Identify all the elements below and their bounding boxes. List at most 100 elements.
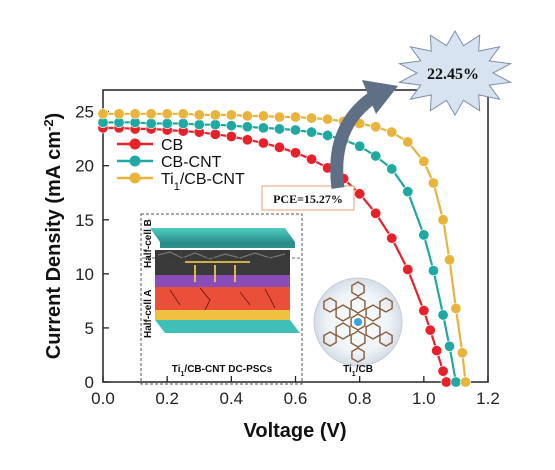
legend-item-ti1-cb-cnt: Ti1/CB-CNT: [117, 171, 245, 193]
inset-substrate-bottom: [155, 320, 300, 333]
data-point: [193, 109, 205, 121]
data-point: [424, 324, 436, 336]
data-point: [273, 141, 285, 153]
data-point: [209, 119, 221, 131]
data-point: [418, 305, 430, 317]
molecule-ring: [379, 297, 393, 313]
data-point: [386, 163, 398, 175]
ti-atom: [354, 318, 362, 326]
data-point: [440, 376, 452, 388]
x-tick-label: 0.8: [348, 389, 372, 408]
inset-frame: [140, 213, 303, 385]
data-point: [225, 131, 237, 143]
data-point: [460, 376, 472, 388]
y-tick-label: 20: [75, 157, 94, 176]
data-point: [370, 207, 382, 219]
y-axis-ticks: 0 5 10 15 20 25: [75, 103, 109, 392]
data-point: [370, 121, 382, 133]
data-point: [306, 126, 318, 138]
x-tick-label: 0.2: [155, 389, 179, 408]
data-point: [402, 136, 414, 148]
y-tick-label: 10: [75, 265, 94, 284]
data-point: [209, 128, 221, 140]
arrow-shaft: [330, 92, 376, 189]
half-cell-a-label: Half-cell A: [143, 289, 154, 338]
arrow-head: [362, 80, 398, 114]
legend-item-cb-cnt: CB-CNT: [117, 154, 222, 171]
x-axis-title: Voltage (V): [244, 420, 347, 442]
molecule-ring: [350, 296, 366, 314]
y-tick-label: 5: [85, 319, 94, 338]
data-point: [177, 118, 189, 130]
inset-top-substrate-edge: [160, 242, 295, 248]
data-point: [386, 126, 398, 138]
legend: CB CB-CNT Ti1/CB-CNT: [117, 137, 245, 193]
data-point: [209, 109, 221, 121]
data-point: [322, 129, 334, 141]
legend-swatch-marker: [129, 172, 141, 184]
series-layer: [97, 108, 472, 388]
half-cell-b-label: Half-cell B: [143, 219, 154, 268]
data-point: [257, 110, 269, 122]
molecule-ring: [351, 281, 365, 297]
data-point: [443, 254, 455, 266]
data-point: [241, 134, 253, 146]
x-tick-label: 1.0: [412, 389, 436, 408]
data-point: [161, 108, 173, 120]
data-point: [322, 113, 334, 125]
data-point: [306, 153, 318, 165]
molecule-ring: [350, 313, 366, 331]
inset-carbon-texture: [157, 251, 286, 260]
legend-swatch-marker: [129, 155, 141, 167]
data-point: [354, 188, 366, 200]
x-tick-label: 0.4: [220, 389, 244, 408]
molecule-ring: [379, 331, 393, 347]
data-point: [306, 112, 318, 124]
data-point: [225, 109, 237, 121]
molecule-ring: [323, 297, 337, 313]
data-point: [113, 108, 125, 120]
x-tick-label: 0.6: [284, 389, 308, 408]
legend-label-cb-cnt: CB-CNT: [161, 154, 222, 171]
data-point: [386, 232, 398, 244]
data-point: [273, 123, 285, 135]
data-point: [193, 119, 205, 131]
data-point: [161, 118, 173, 130]
data-point: [418, 155, 430, 167]
data-point: [145, 118, 157, 130]
data-point: [437, 365, 449, 377]
inset-layer-yellow: [155, 310, 290, 320]
improvement-arrow: [330, 80, 398, 189]
data-point: [418, 229, 430, 241]
legend-label-ti1-cb-cnt: Ti1/CB-CNT: [161, 171, 245, 193]
y-tick-label: 25: [75, 103, 94, 122]
data-point: [437, 214, 449, 226]
y-axis-title: Current Density (mA cm-2): [41, 113, 66, 359]
data-point: [97, 108, 109, 120]
legend-item-cb: CB: [117, 137, 183, 154]
data-point: [450, 376, 462, 388]
data-point: [241, 110, 253, 122]
inset-layer-red: [155, 287, 290, 310]
data-point: [437, 309, 449, 321]
molecule-ring: [365, 322, 381, 340]
data-point: [289, 147, 301, 159]
data-point: [450, 302, 462, 314]
data-point: [241, 121, 253, 133]
y-tick-label: 15: [75, 211, 94, 230]
data-point: [456, 347, 468, 359]
inset-caption: Ti1/CB-CNT DC-PSCs: [172, 364, 273, 378]
inset-top-substrate: [150, 228, 295, 242]
data-point: [145, 108, 157, 120]
molecule-bonds: [323, 281, 393, 363]
efficiency-starburst: 22.45%: [397, 30, 513, 116]
legend-label-cb: CB: [161, 137, 183, 154]
inset-layer-purple: [155, 275, 290, 287]
data-point: [177, 108, 189, 120]
series-2: [97, 108, 472, 388]
data-point: [257, 137, 269, 149]
molecule-ring: [323, 331, 337, 347]
molecule-ring: [351, 347, 365, 363]
data-point: [370, 150, 382, 162]
molecule-inset: Ti1/CB: [313, 277, 403, 378]
